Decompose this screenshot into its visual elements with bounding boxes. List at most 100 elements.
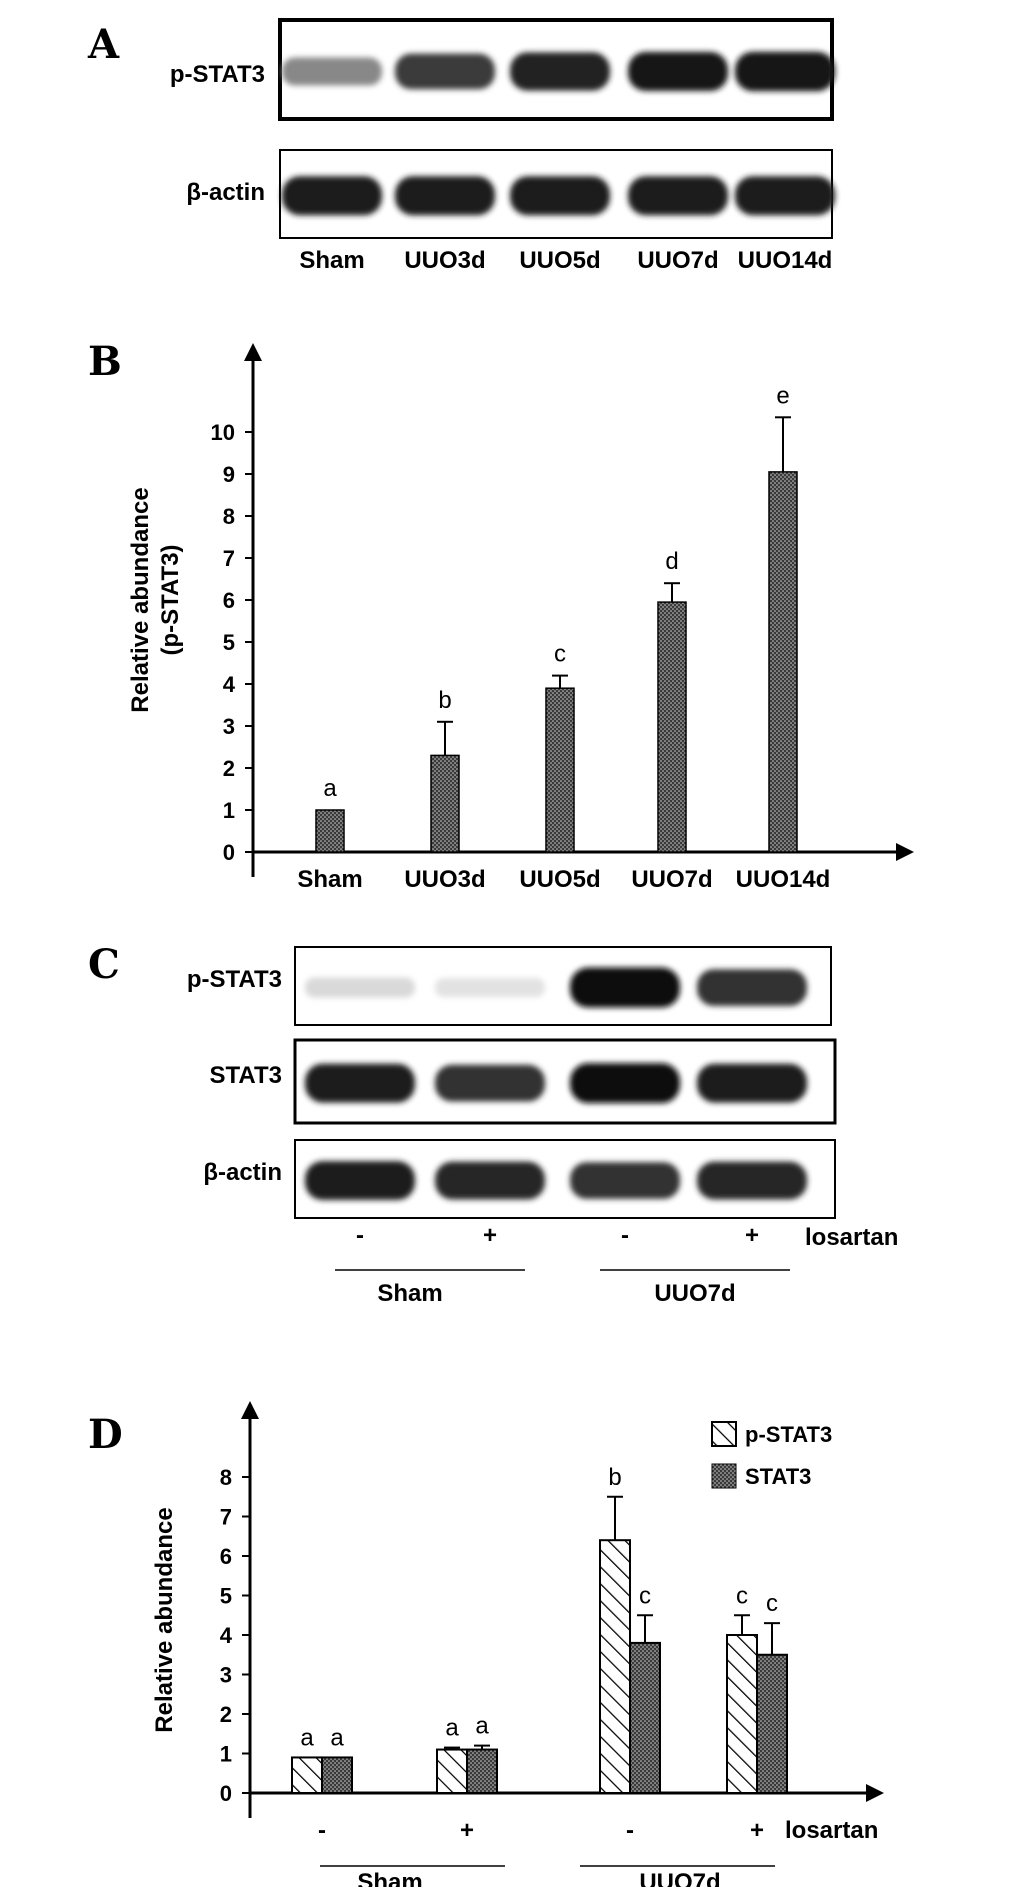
blot-band xyxy=(735,176,835,216)
bar-pstat3 xyxy=(726,1634,758,1794)
blot-band xyxy=(697,1161,807,1200)
lane-label: UUO14d xyxy=(738,247,833,274)
treatment-row-c: - + - + losartan xyxy=(356,1222,898,1251)
blot-band xyxy=(395,176,495,216)
legend-label-pstat3: p-STAT3 xyxy=(745,1422,832,1447)
group-label: UUO7d xyxy=(639,1869,720,1887)
blot-a-row2-label: β-actin xyxy=(186,179,265,206)
category-label: - xyxy=(626,1817,634,1844)
blot-band xyxy=(395,53,495,90)
y-tick-label-d: 8 xyxy=(220,1465,232,1490)
blot-band xyxy=(628,176,728,216)
bar xyxy=(657,601,687,853)
y-tick-label-d: 0 xyxy=(220,1781,232,1806)
significance-label: c xyxy=(736,1582,748,1609)
blot-band xyxy=(570,1162,680,1199)
y-tick-label-d: 4 xyxy=(220,1623,233,1648)
blot-a-lane-labels: Sham UUO3d UUO5d UUO7d UUO14d xyxy=(299,247,832,274)
y-tick-label-b: 2 xyxy=(223,756,235,781)
significance-label: a xyxy=(330,1724,344,1751)
significance-label: c xyxy=(554,641,566,668)
y-tick-label-b: 8 xyxy=(223,504,235,529)
blot-band xyxy=(510,52,610,91)
bar xyxy=(545,687,575,853)
significance-label: c xyxy=(639,1582,651,1609)
bar-pstat3 xyxy=(436,1748,468,1795)
blot-band xyxy=(282,176,382,216)
y-tick-label-b: 9 xyxy=(223,462,235,487)
blot-band xyxy=(305,1161,415,1201)
panel-c: C p-STAT3 STAT3 β-actin - + - + losartan… xyxy=(88,941,898,1307)
category-label: - xyxy=(318,1817,326,1844)
panel-a: A p-STAT3 β-actin Sham UUO3d UUO5d UUO7d… xyxy=(87,18,835,274)
blot-band xyxy=(510,176,610,216)
significance-label: a xyxy=(475,1713,489,1740)
significance-label: c xyxy=(766,1590,778,1617)
significance-label: a xyxy=(445,1715,459,1742)
panel-d: D Relative abundance p-STAT3 STAT3 0 1 2 3 4… xyxy=(88,1401,884,1887)
blot-band xyxy=(735,51,835,92)
bar-stat3 xyxy=(466,1748,498,1795)
category-label: UUO3d xyxy=(404,866,485,893)
y-tick-label-d: 3 xyxy=(220,1663,232,1688)
lane-label: UUO5d xyxy=(519,247,600,274)
y-tick-label-b: 7 xyxy=(223,546,235,571)
panel-d-letter: D xyxy=(88,1411,123,1458)
bar-stat3 xyxy=(629,1641,661,1795)
lane-label: UUO7d xyxy=(637,247,718,274)
category-label: UUO7d xyxy=(631,866,712,893)
blot-band xyxy=(570,967,680,1008)
bar-pstat3 xyxy=(291,1756,323,1794)
y-tick-label-b: 1 xyxy=(223,798,235,823)
panel-c-letter: C xyxy=(88,941,120,988)
panel-a-letter: A xyxy=(87,21,120,68)
y-tick-label-d: 2 xyxy=(220,1702,232,1727)
losartan-sign: - xyxy=(621,1222,629,1249)
bar-pstat3 xyxy=(599,1539,631,1794)
y-axis-title-b-line1: Relative abundance xyxy=(127,487,154,712)
bar xyxy=(768,471,798,853)
significance-label: b xyxy=(608,1464,621,1491)
significance-label: d xyxy=(665,548,678,575)
panel-b-letter: B xyxy=(88,338,122,385)
losartan-sign: - xyxy=(356,1222,364,1249)
blot-c-row2-label: STAT3 xyxy=(210,1062,282,1089)
panel-b: B Relative abundance (p-STAT3) 0 1 2 3 4 5 6 7 8… xyxy=(88,338,914,893)
blot-c-row3-label: β-actin xyxy=(203,1159,282,1186)
blot-band xyxy=(282,57,382,86)
bar-stat3 xyxy=(756,1653,788,1794)
blot-band xyxy=(305,977,415,998)
y-tick-label-d: 1 xyxy=(220,1742,232,1767)
y-tick-label-d: 6 xyxy=(220,1544,232,1569)
blot-band xyxy=(435,978,545,997)
blot-band xyxy=(570,1063,680,1104)
blot-band xyxy=(305,1063,415,1103)
y-tick-label-b: 10 xyxy=(211,420,235,445)
blot-c-row1-label: p-STAT3 xyxy=(187,966,282,993)
y-axis-title-d: Relative abundance xyxy=(151,1507,178,1732)
significance-label: e xyxy=(776,382,789,409)
blot-band xyxy=(697,969,807,1006)
y-tick-label-d: 7 xyxy=(220,1505,232,1530)
bar xyxy=(430,754,460,853)
category-label: Sham xyxy=(297,866,362,893)
blot-band xyxy=(435,1064,545,1102)
category-label: + xyxy=(750,1817,764,1844)
significance-label: b xyxy=(438,687,451,714)
legend-d: p-STAT3 STAT3 xyxy=(711,1421,832,1489)
bar xyxy=(315,809,345,853)
blot-band xyxy=(435,1161,545,1200)
blot-a-row1-label: p-STAT3 xyxy=(170,61,265,88)
y-tick-label-b: 3 xyxy=(223,714,235,739)
losartan-label: losartan xyxy=(805,1224,898,1251)
treatment-label-d: losartan xyxy=(785,1817,878,1844)
y-tick-label-b: 5 xyxy=(223,630,235,655)
y-tick-label-b: 0 xyxy=(223,840,235,865)
bar-stat3 xyxy=(321,1756,353,1794)
group-label: Sham xyxy=(357,1869,422,1887)
legend-swatch-stat3 xyxy=(711,1463,737,1489)
group-label: UUO7d xyxy=(654,1280,735,1307)
y-tick-label-b: 4 xyxy=(223,672,236,697)
significance-label: a xyxy=(300,1724,314,1751)
